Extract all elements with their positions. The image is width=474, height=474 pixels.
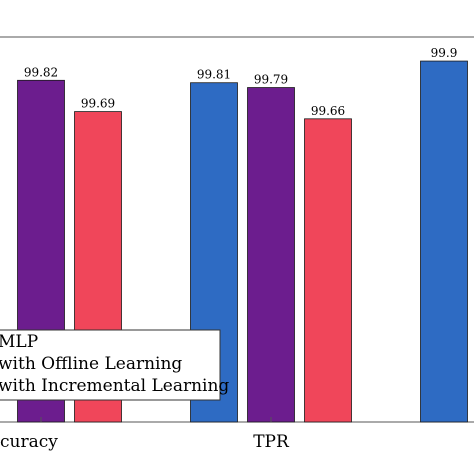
- legend-box: [0, 329, 221, 401]
- bar-labels-group: 99.81 99.9 99.82 99.79 99.69 99.66: [24, 46, 458, 118]
- bar-value-label-series1-cat0: 99.82: [24, 65, 58, 79]
- x-ticks-group: curacy TPR: [0, 417, 290, 452]
- bar-value-label-series2-cat0: 99.69: [81, 97, 115, 111]
- bar-value-label-series0-cat1: 99.81: [197, 68, 231, 82]
- bar-series1-cat1: [247, 87, 295, 423]
- legend-label-mlp: MLP: [0, 332, 38, 352]
- legend: MLP with Offline Learning with Increment…: [0, 329, 229, 401]
- bar-value-label-series0-cat2: 99.9: [431, 46, 458, 60]
- x-tick-label-1: TPR: [253, 432, 290, 452]
- x-tick-label-0: curacy: [0, 432, 58, 452]
- bar-series0-cat2: [420, 60, 468, 423]
- legend-label-offline: with Offline Learning: [0, 354, 182, 374]
- legend-label-incremental: with Incremental Learning: [0, 376, 229, 396]
- bar-series2-cat1: [304, 118, 352, 423]
- bar-value-label-series2-cat1: 99.66: [311, 104, 345, 118]
- bar-value-label-series1-cat1: 99.79: [254, 73, 288, 87]
